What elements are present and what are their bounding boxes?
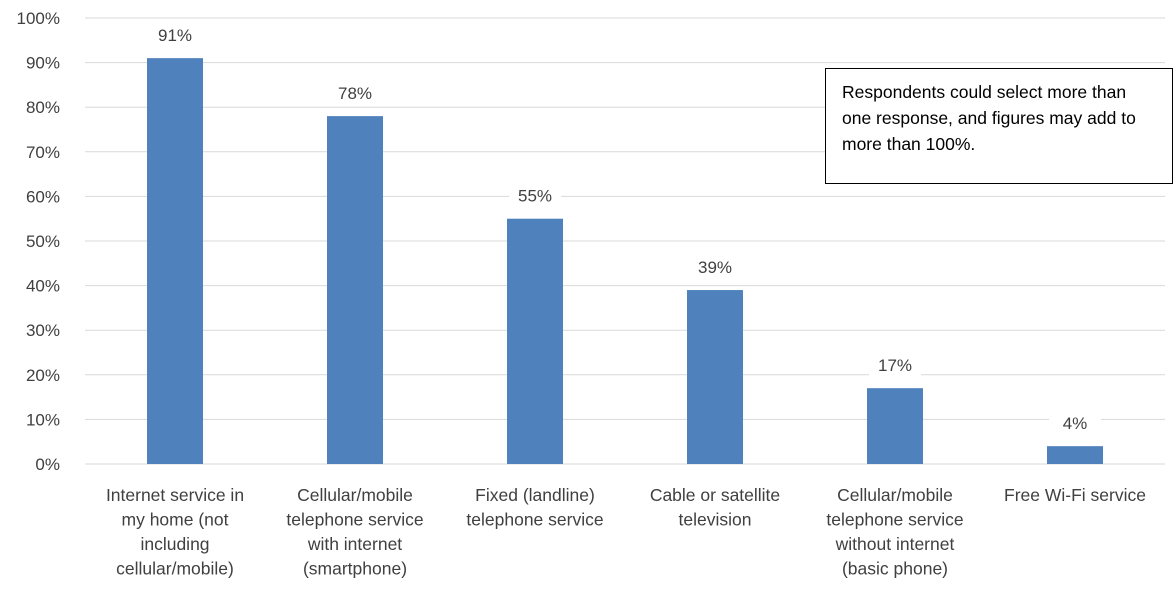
data-label: 17% [878, 356, 912, 375]
x-category-label: Internet service in my home (not including… [106, 485, 244, 579]
bar [327, 116, 383, 465]
y-tick-label: 60% [26, 187, 60, 206]
data-label: 91% [158, 26, 192, 45]
y-tick-label: 100% [17, 9, 60, 28]
y-tick-label: 0% [35, 455, 60, 474]
data-label-background [869, 354, 921, 377]
data-label: 55% [518, 187, 552, 206]
y-tick-label: 50% [26, 232, 60, 251]
bar [687, 290, 743, 464]
x-category-label: Cable or satellite television [650, 485, 780, 530]
y-tick-label: 10% [26, 410, 60, 429]
bar [867, 388, 923, 464]
data-label: 4% [1063, 414, 1088, 433]
data-label-background [689, 256, 741, 279]
bar [1047, 446, 1103, 464]
data-label-background [509, 184, 561, 207]
y-tick-label: 40% [26, 277, 60, 296]
x-category-label: Free Wi-Fi service [1004, 485, 1146, 505]
y-tick-label: 70% [26, 143, 60, 162]
x-category-label: Fixed (landline) telephone service [466, 485, 603, 530]
chart-annotation-text: Respondents could select more than one r… [842, 82, 1136, 154]
bar [147, 58, 203, 464]
data-label-background [149, 24, 201, 47]
y-tick-label: 90% [26, 54, 60, 73]
bar [507, 218, 563, 464]
data-label: 78% [338, 84, 372, 103]
data-label-background [1049, 412, 1101, 435]
y-tick-label: 80% [26, 98, 60, 117]
x-category-label: Cellular/mobile telephone service with int… [286, 485, 423, 579]
data-label-background [329, 82, 381, 105]
data-label: 39% [698, 258, 732, 277]
chart-annotation-box: Respondents could select more than one r… [825, 68, 1173, 184]
y-tick-label: 20% [26, 366, 60, 385]
x-category-label: Cellular/mobile telephone service without … [826, 485, 963, 579]
y-tick-label: 30% [26, 321, 60, 340]
